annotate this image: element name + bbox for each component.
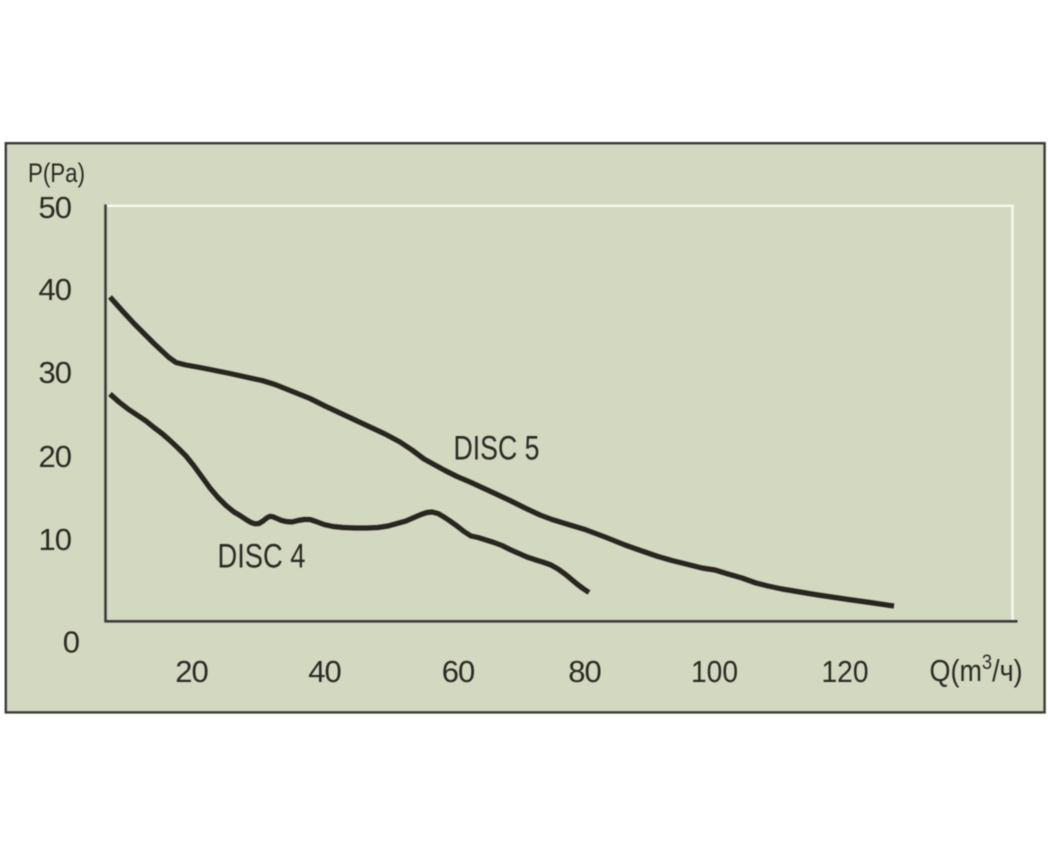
svg-text:P(Pa): P(Pa)	[28, 158, 85, 188]
svg-text:Q(m3/ч): Q(m3/ч)	[930, 651, 1023, 689]
svg-text:40: 40	[308, 654, 341, 689]
svg-text:30: 30	[39, 355, 72, 390]
svg-text:50: 50	[39, 190, 72, 225]
svg-text:40: 40	[39, 272, 72, 307]
svg-text:120: 120	[822, 654, 869, 689]
svg-text:60: 60	[442, 654, 475, 689]
svg-text:DISC 4: DISC 4	[218, 538, 306, 576]
svg-text:80: 80	[568, 654, 601, 689]
svg-text:20: 20	[175, 654, 208, 689]
svg-text:100: 100	[691, 654, 738, 689]
svg-text:0: 0	[63, 625, 80, 660]
svg-text:20: 20	[39, 439, 72, 474]
svg-text:DISC 5: DISC 5	[454, 430, 540, 468]
svg-text:10: 10	[39, 522, 72, 557]
